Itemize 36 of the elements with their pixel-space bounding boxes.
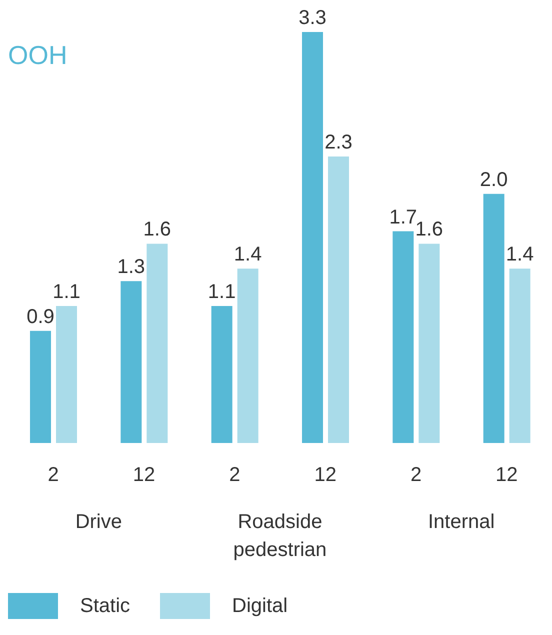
- data-label: 1.6: [143, 218, 172, 241]
- text: Internal: [426, 510, 496, 535]
- data-label: 1.6: [415, 218, 444, 241]
- bar: [146, 244, 168, 443]
- data-label: 2.0: [480, 168, 508, 191]
- data-label: 1.1: [52, 281, 80, 303]
- bar: [328, 156, 349, 443]
- x-tick-label: 12: [314, 464, 336, 486]
- x-tick-label: 12: [496, 464, 518, 486]
- bar: [30, 330, 51, 443]
- data-label: 1.1: [208, 281, 236, 303]
- bar: [509, 268, 530, 443]
- data-label: 0.9: [26, 306, 54, 328]
- bar: [483, 194, 504, 443]
- x-tick-label: 2: [229, 464, 240, 486]
- bar: [211, 306, 232, 443]
- bar: [392, 231, 414, 443]
- data-label: 1.4: [234, 244, 262, 266]
- bar: [302, 32, 323, 443]
- text: Roadside pedestrian: [232, 510, 328, 563]
- bar: [237, 268, 258, 443]
- bar: [418, 244, 440, 443]
- legend-label: Digital: [232, 594, 288, 618]
- data-label: 1.4: [506, 244, 534, 266]
- data-label: 3.3: [298, 7, 326, 29]
- bar: [120, 281, 142, 443]
- x-tick-label: 2: [410, 464, 422, 486]
- data-label: 1.3: [117, 256, 146, 278]
- text: Drive: [74, 510, 123, 535]
- x-tick-label: 2: [48, 464, 59, 486]
- legend-label: Static: [80, 594, 130, 618]
- chart-title: OOH: [8, 40, 68, 71]
- data-label: 1.7: [389, 206, 418, 228]
- data-label: 2.3: [324, 132, 352, 154]
- bar: [56, 306, 77, 443]
- x-tick-label: 12: [132, 464, 156, 486]
